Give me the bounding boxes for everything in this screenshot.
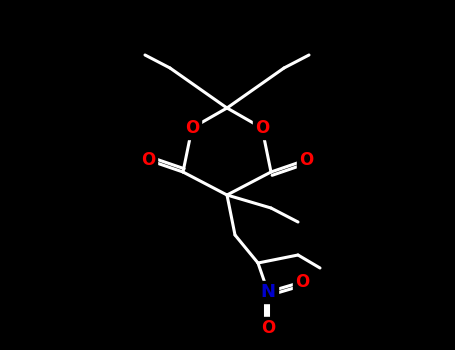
Text: N: N <box>261 283 275 301</box>
Text: O: O <box>261 319 275 337</box>
Text: O: O <box>295 273 309 291</box>
Text: O: O <box>299 151 313 169</box>
Text: O: O <box>141 151 155 169</box>
Text: O: O <box>185 119 199 137</box>
Text: O: O <box>255 119 269 137</box>
